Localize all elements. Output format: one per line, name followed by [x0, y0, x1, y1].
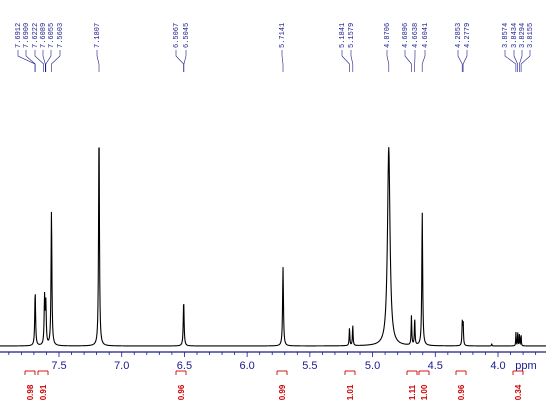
peak-label-connector [34, 50, 44, 72]
x-tick-label: 4.5 [428, 360, 443, 372]
peak-label-connector [25, 50, 36, 72]
peak-label-connector [96, 50, 100, 72]
peak-shift-label: 7.6089 [40, 23, 48, 48]
peak-label-connector [404, 50, 412, 72]
peak-label-connector [386, 50, 390, 72]
peak-shift-label: 3.8434 [511, 23, 519, 48]
peak-label-connector [42, 50, 46, 72]
peak-shift-label: 4.6896 [402, 23, 410, 48]
peak-label-connector [513, 50, 518, 72]
peak-label-connector [421, 50, 426, 72]
peak-label-connector [350, 50, 354, 72]
peak-label-connector [45, 50, 52, 72]
x-tick-label: 5.0 [365, 360, 380, 372]
spectrum-trace-group [0, 147, 546, 347]
peak-label-connector [17, 50, 36, 72]
x-tick-label: 6.5 [177, 360, 192, 372]
x-tick-label: 4.0 [490, 360, 505, 372]
peak-label-connector [519, 50, 523, 72]
peak-shift-label: 3.8574 [502, 23, 510, 48]
peak-label-connector [341, 50, 350, 72]
peak-label-connector [520, 50, 531, 72]
peak-shift-label: 5.1841 [339, 23, 347, 48]
peak-shift-label: 6.5067 [173, 23, 181, 48]
peak-shift-label: 5.1579 [348, 23, 356, 48]
integral-value-label: 1.01 [346, 384, 355, 400]
integral-value-label: 1.11 [408, 384, 417, 400]
peak-shift-label: 7.6222 [32, 23, 40, 48]
peak-shift-label: 5.7141 [279, 23, 287, 48]
peak-shift-label: 7.6900 [23, 23, 31, 48]
integral-value-label: 0.96 [177, 384, 186, 400]
peak-label-connector [462, 50, 468, 72]
spectrum-trace [0, 147, 546, 347]
integral-value-label: 0.34 [514, 384, 523, 400]
peak-shift-label: 4.6041 [422, 23, 430, 48]
peak-shift-label: 3.8155 [527, 23, 535, 48]
peak-label-connector [504, 50, 517, 72]
peak-label-connector [175, 50, 184, 72]
peak-shift-label: 7.6055 [48, 23, 56, 48]
peak-label-connector [457, 50, 463, 72]
integral-value-label: 0.91 [39, 384, 48, 400]
peak-shift-label: 4.8706 [384, 23, 392, 48]
integral-value-label: 0.99 [278, 384, 287, 400]
x-axis: 7.5 7.0 6.5 6.0 5.5 5.0 4.5 4.0 ppm [0, 351, 546, 372]
integral-value-label: 0.98 [26, 384, 35, 400]
x-tick-label: 5.5 [302, 360, 317, 372]
peak-shift-label: 4.2853 [455, 23, 463, 48]
peak-shift-label: 7.6912 [15, 23, 23, 48]
integral-group: 0.98 0.91 0.96 0.99 1.01 1.11 1.00 0.96 0.34 [24, 370, 524, 400]
x-tick-label: 7.0 [114, 360, 129, 372]
x-tick-label: 7.5 [51, 360, 66, 372]
peak-shift-label: 3.8294 [519, 23, 527, 48]
peak-label-connector [281, 50, 284, 72]
integral-value-label: 0.96 [457, 384, 466, 400]
peak-shift-label: 6.5045 [183, 23, 191, 48]
peak-shift-label: 7.5603 [57, 23, 65, 48]
peak-shift-label: 4.2779 [464, 23, 472, 48]
peak-label-connector [183, 50, 187, 72]
x-tick-label: 6.0 [239, 360, 254, 372]
peak-label-connector [51, 50, 61, 72]
peak-shift-label: 4.6638 [412, 23, 420, 48]
integral-value-label: 1.00 [420, 384, 429, 400]
x-axis-unit-label: ppm [515, 360, 536, 372]
peak-shift-label: 7.1807 [94, 23, 102, 48]
peak-label-group: 7.6912 7.6900 7.6222 7.6089 7.6055 7.5603 7.18… [15, 23, 535, 72]
